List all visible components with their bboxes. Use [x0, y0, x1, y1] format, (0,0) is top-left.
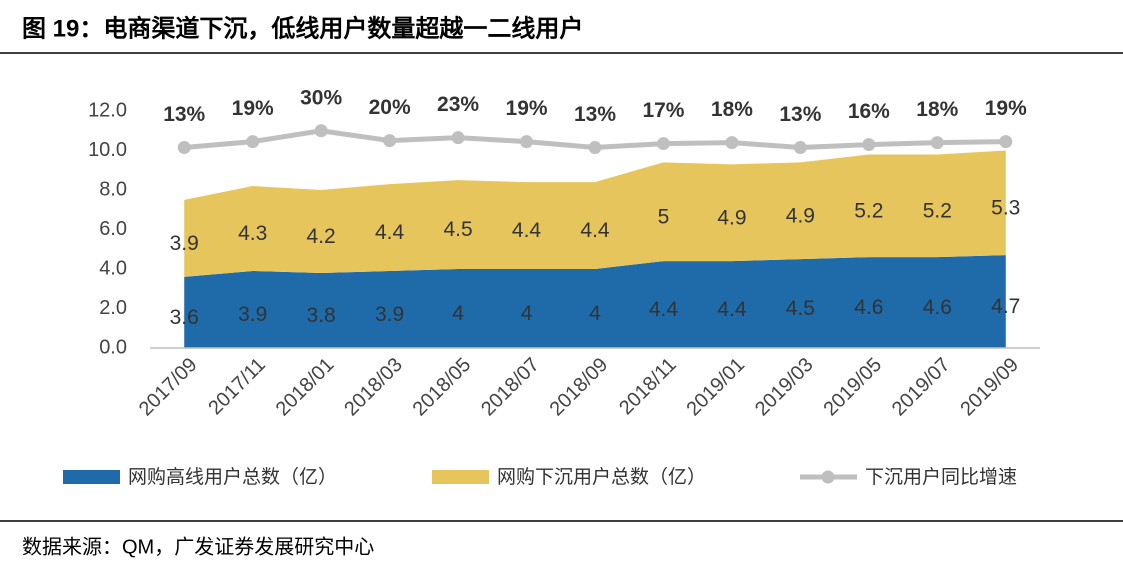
y-tick-label: 8.0	[99, 178, 127, 200]
data-label: 4.3	[238, 222, 267, 245]
x-tick-label: 2018/11	[615, 354, 681, 420]
data-label: 4.6	[854, 296, 883, 319]
marker	[588, 141, 602, 155]
marker	[930, 136, 944, 150]
data-label: 4.2	[307, 225, 336, 248]
legend-swatch	[821, 470, 835, 484]
data-label: 4	[589, 302, 601, 325]
y-tick-label: 0.0	[99, 336, 127, 358]
marker	[999, 135, 1013, 149]
data-label: 13%	[574, 103, 616, 126]
data-label: 4.6	[923, 296, 952, 319]
data-label: 13%	[779, 103, 821, 126]
data-label: 13%	[163, 103, 205, 126]
data-label: 5.2	[923, 199, 952, 222]
data-label: 23%	[437, 93, 479, 116]
data-label: 20%	[369, 96, 411, 119]
x-tick-label: 2019/05	[819, 354, 886, 421]
x-tick-label: 2019/01	[683, 354, 750, 421]
data-label: 4	[521, 302, 533, 325]
area	[184, 150, 1006, 277]
data-label: 4.9	[786, 204, 815, 227]
marker	[177, 141, 191, 155]
data-label: 5.2	[854, 199, 883, 222]
data-label: 4.5	[443, 218, 472, 241]
y-tick-label: 10.0	[88, 139, 127, 161]
data-label: 4.4	[512, 219, 542, 242]
marker	[862, 138, 876, 152]
data-label: 30%	[300, 86, 342, 109]
marker	[520, 135, 534, 149]
marker	[383, 134, 397, 148]
x-tick-label: 2018/07	[477, 354, 544, 421]
data-label: 4.4	[375, 221, 405, 244]
legend-swatch	[432, 470, 489, 484]
data-label: 3.9	[238, 303, 267, 326]
data-label: 4.4	[649, 298, 679, 321]
marker	[451, 131, 465, 145]
data-label: 19%	[232, 97, 274, 120]
data-label: 4.9	[717, 206, 746, 229]
y-tick-label: 4.0	[99, 257, 127, 279]
marker	[793, 141, 807, 155]
legend-label: 下沉用户同比增速	[865, 466, 1017, 488]
marker	[656, 137, 670, 151]
data-label: 19%	[985, 97, 1027, 120]
x-tick-label: 2019/07	[888, 354, 955, 421]
data-label: 3.9	[375, 303, 404, 326]
data-label: 18%	[711, 98, 753, 121]
x-tick-label: 2018/05	[409, 354, 476, 421]
data-label: 17%	[642, 99, 684, 122]
data-label: 5	[658, 205, 670, 228]
legend-label: 网购下沉用户总数（亿）	[497, 466, 706, 488]
legend-label: 网购高线用户总数（亿）	[128, 466, 337, 488]
legend-swatch	[63, 470, 120, 484]
x-tick-label: 2017/11	[204, 354, 270, 420]
source: 数据来源：QM，广发证券发展研究中心	[22, 535, 374, 558]
y-tick-label: 2.0	[99, 297, 127, 319]
x-tick-label: 2019/09	[956, 354, 1023, 421]
x-tick-label: 2017/09	[135, 354, 202, 421]
x-tick-label: 2018/09	[546, 354, 613, 421]
data-label: 19%	[506, 97, 548, 120]
data-label: 4.7	[991, 295, 1020, 318]
chart-title: 图 19：电商渠道下沉，低线用户数量超越一二线用户	[22, 14, 583, 42]
marker	[725, 136, 739, 150]
data-label: 4	[452, 302, 464, 325]
data-label: 4.5	[786, 297, 815, 320]
data-label: 3.9	[170, 232, 199, 255]
y-tick-label: 12.0	[88, 99, 127, 121]
marker	[246, 135, 260, 149]
data-label: 5.3	[991, 196, 1020, 219]
data-label: 4.4	[717, 298, 747, 321]
x-tick-label: 2018/03	[340, 354, 407, 421]
data-label: 16%	[848, 100, 890, 123]
x-tick-label: 2018/01	[272, 354, 339, 421]
data-label: 3.6	[170, 306, 199, 329]
area	[184, 255, 1006, 348]
x-tick-label: 2019/03	[751, 354, 818, 421]
marker	[314, 124, 328, 138]
y-tick-label: 6.0	[99, 218, 127, 240]
data-label: 4.4	[580, 219, 610, 242]
data-label: 3.8	[307, 304, 336, 327]
data-label: 18%	[916, 98, 958, 121]
